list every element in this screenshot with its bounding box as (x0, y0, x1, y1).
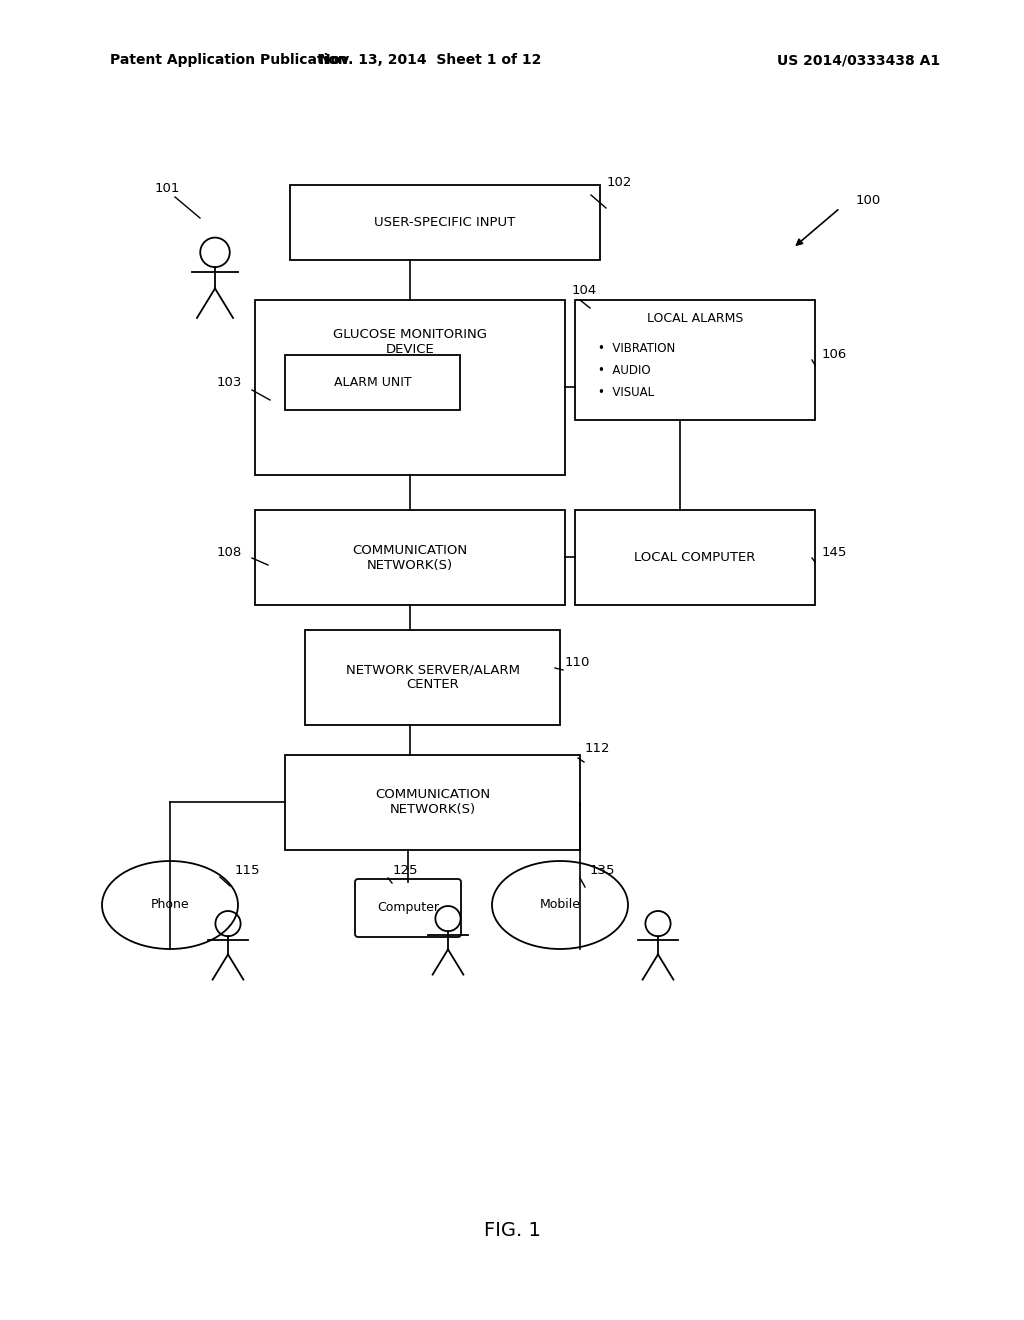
Text: 110: 110 (565, 656, 591, 668)
Text: •  AUDIO: • AUDIO (598, 363, 650, 376)
Ellipse shape (102, 861, 238, 949)
Text: LOCAL COMPUTER: LOCAL COMPUTER (634, 550, 756, 564)
Text: GLUCOSE MONITORING
DEVICE: GLUCOSE MONITORING DEVICE (333, 327, 487, 356)
Text: 101: 101 (155, 181, 180, 194)
Text: Mobile: Mobile (540, 899, 581, 912)
Text: 135: 135 (590, 863, 615, 876)
Text: ALARM UNIT: ALARM UNIT (334, 376, 412, 389)
Text: 108: 108 (217, 546, 242, 560)
Text: •  VISUAL: • VISUAL (598, 385, 654, 399)
Text: 112: 112 (585, 742, 610, 755)
Text: Computer: Computer (377, 902, 439, 915)
Text: 106: 106 (822, 348, 847, 362)
Text: 115: 115 (234, 863, 260, 876)
FancyBboxPatch shape (355, 879, 461, 937)
Text: US 2014/0333438 A1: US 2014/0333438 A1 (777, 53, 940, 67)
Ellipse shape (492, 861, 628, 949)
Text: FIG. 1: FIG. 1 (483, 1221, 541, 1239)
Text: 102: 102 (607, 177, 633, 190)
Bar (285, 755, 580, 850)
Bar (290, 185, 600, 260)
Text: 103: 103 (217, 376, 242, 389)
Bar (255, 300, 565, 475)
Bar (575, 300, 815, 420)
Text: 104: 104 (572, 285, 597, 297)
Text: •  VIBRATION: • VIBRATION (598, 342, 675, 355)
Text: COMMUNICATION
NETWORK(S): COMMUNICATION NETWORK(S) (352, 544, 468, 572)
Bar (575, 510, 815, 605)
Text: 145: 145 (822, 546, 848, 560)
Bar (285, 355, 460, 411)
Bar (305, 630, 560, 725)
Text: Phone: Phone (151, 899, 189, 912)
Text: LOCAL ALARMS: LOCAL ALARMS (647, 312, 743, 325)
Text: 100: 100 (856, 194, 882, 206)
Text: Nov. 13, 2014  Sheet 1 of 12: Nov. 13, 2014 Sheet 1 of 12 (318, 53, 542, 67)
Text: NETWORK SERVER/ALARM
CENTER: NETWORK SERVER/ALARM CENTER (345, 664, 519, 692)
Text: Patent Application Publication: Patent Application Publication (110, 53, 348, 67)
Bar (255, 510, 565, 605)
Text: USER-SPECIFIC INPUT: USER-SPECIFIC INPUT (375, 216, 516, 228)
Text: COMMUNICATION
NETWORK(S): COMMUNICATION NETWORK(S) (375, 788, 490, 817)
Text: 125: 125 (393, 863, 419, 876)
